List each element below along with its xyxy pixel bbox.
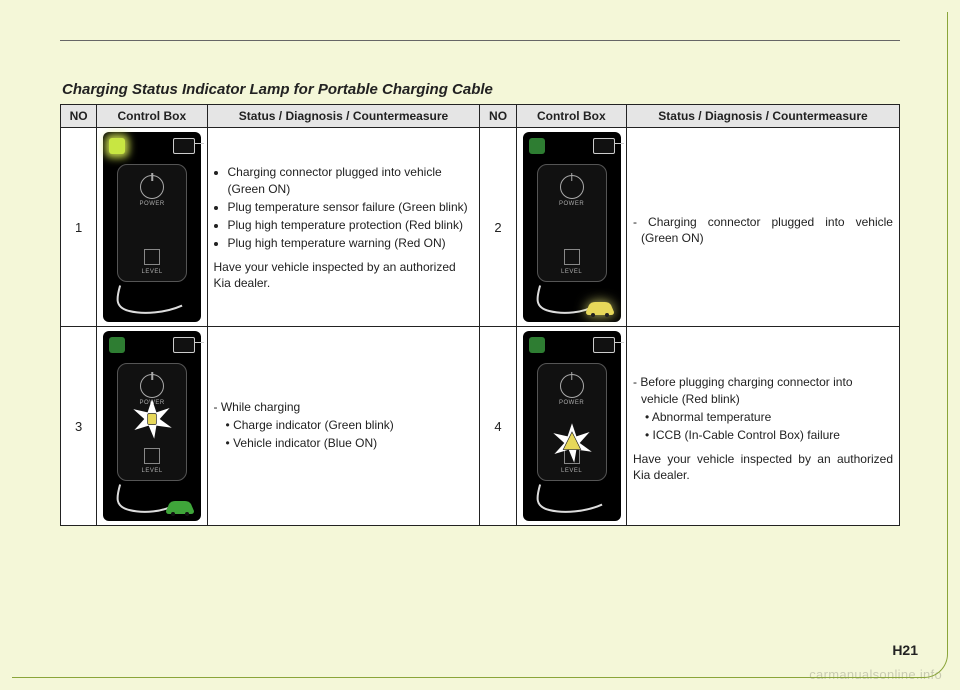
level-label: LEVEL — [118, 269, 186, 275]
power-label: POWER — [538, 400, 606, 406]
cell-illustration: POWER LEVEL — [516, 327, 626, 526]
cell-desc: - Before plugging charging connector int… — [627, 327, 900, 526]
cell-no: 4 — [480, 327, 516, 526]
led-icon — [529, 337, 545, 353]
led-icon — [109, 337, 125, 353]
cell-desc: - While charging • Charge indicator (Gre… — [207, 327, 480, 526]
sub-bullet-text: Abnormal temperature — [652, 410, 771, 424]
burst-icon — [130, 397, 174, 441]
power-icon — [560, 175, 584, 199]
sub-bullet-text: Charge indicator (Green blink) — [233, 418, 394, 432]
cell-desc: - Charging connector plugged into vehicl… — [627, 128, 900, 327]
th-no: NO — [61, 105, 97, 128]
burst-icon — [550, 421, 594, 465]
plug-icon — [173, 138, 195, 154]
bullet-item: Plug high temperature warning (Red ON) — [228, 235, 474, 251]
th-control-box: Control Box — [516, 105, 626, 128]
cord-icon — [111, 284, 193, 318]
th-control-box: Control Box — [97, 105, 207, 128]
car-icon — [583, 298, 617, 318]
top-rule — [60, 40, 900, 41]
control-box-icon: POWER LEVEL — [103, 132, 201, 322]
plug-icon — [593, 138, 615, 154]
power-label: POWER — [118, 201, 186, 207]
footer-text: Have your vehicle inspected by an author… — [633, 451, 893, 483]
table-row: 1 POWER LEVEL — [61, 128, 900, 327]
level-label: LEVEL — [538, 269, 606, 275]
cell-desc: Charging connector plugged into vehicle … — [207, 128, 480, 327]
dash-item: - Before plugging charging connector int… — [633, 374, 893, 406]
sub-bullet-text: ICCB (In-Cable Control Box) failure — [653, 428, 840, 442]
th-status: Status / Diagnosis / Countermeasure — [627, 105, 900, 128]
power-icon — [140, 374, 164, 398]
page-content: Charging Status Indicator Lamp for Porta… — [0, 0, 960, 556]
sub-bullet-item: • Charge indicator (Green blink) — [226, 417, 474, 433]
power-label: POWER — [538, 201, 606, 207]
dash-item: - Charging connector plugged into vehicl… — [633, 214, 893, 246]
section-title: Charging Status Indicator Lamp for Porta… — [62, 81, 900, 98]
plug-icon — [173, 337, 195, 353]
plug-icon — [593, 337, 615, 353]
led-icon — [109, 138, 125, 154]
panel: POWER LEVEL — [117, 164, 187, 282]
cell-illustration: POWER LEVEL — [516, 128, 626, 327]
cell-no: 3 — [61, 327, 97, 526]
sub-bullet-list: • Charge indicator (Green blink) • Vehic… — [226, 417, 474, 451]
power-icon — [140, 175, 164, 199]
sub-bullet-list: • Abnormal temperature • ICCB (In-Cable … — [645, 409, 893, 443]
level-label: LEVEL — [118, 468, 186, 474]
panel: POWER LEVEL — [537, 164, 607, 282]
page-number: H21 — [892, 642, 918, 658]
sub-bullet-item: • Vehicle indicator (Blue ON) — [226, 435, 474, 451]
bullet-item: Plug high temperature protection (Red bl… — [228, 217, 474, 233]
cell-illustration: POWER LEVEL — [97, 128, 207, 327]
dash-text: Charging connector plugged into vehicle … — [641, 215, 893, 245]
th-status: Status / Diagnosis / Countermeasure — [207, 105, 480, 128]
cord-icon — [531, 483, 613, 517]
sub-bullet-item: • ICCB (In-Cable Control Box) failure — [645, 427, 893, 443]
cell-no: 2 — [480, 128, 516, 327]
bullet-item: Charging connector plugged into vehicle … — [228, 164, 474, 196]
level-box-icon — [144, 448, 160, 464]
footer-text: Have your vehicle inspected by an author… — [214, 259, 474, 291]
sub-bullet-text: Vehicle indicator (Blue ON) — [233, 436, 377, 450]
bullet-item: Plug temperature sensor failure (Green b… — [228, 199, 474, 215]
dash-text: While charging — [221, 400, 300, 414]
control-box-icon: POWER LEVEL — [523, 331, 621, 521]
sub-bullet-item: • Abnormal temperature — [645, 409, 893, 425]
th-no: NO — [480, 105, 516, 128]
car-icon — [163, 497, 197, 517]
cell-illustration: POWER LEVEL — [97, 327, 207, 526]
level-box-icon — [144, 249, 160, 265]
level-label: LEVEL — [538, 468, 606, 474]
power-icon — [560, 374, 584, 398]
dash-text: Before plugging charging connector into … — [640, 375, 852, 405]
status-table: NO Control Box Status / Diagnosis / Coun… — [60, 104, 900, 526]
table-header-row: NO Control Box Status / Diagnosis / Coun… — [61, 105, 900, 128]
dash-item: - While charging — [214, 399, 474, 415]
control-box-icon: POWER LEVEL — [103, 331, 201, 521]
level-box-icon — [564, 249, 580, 265]
control-box-icon: POWER LEVEL — [523, 132, 621, 322]
watermark: carmanualsonline.info — [809, 667, 942, 682]
table-row: 3 POWER LEVEL — [61, 327, 900, 526]
cell-no: 1 — [61, 128, 97, 327]
led-icon — [529, 138, 545, 154]
bullet-list: Charging connector plugged into vehicle … — [228, 164, 474, 251]
